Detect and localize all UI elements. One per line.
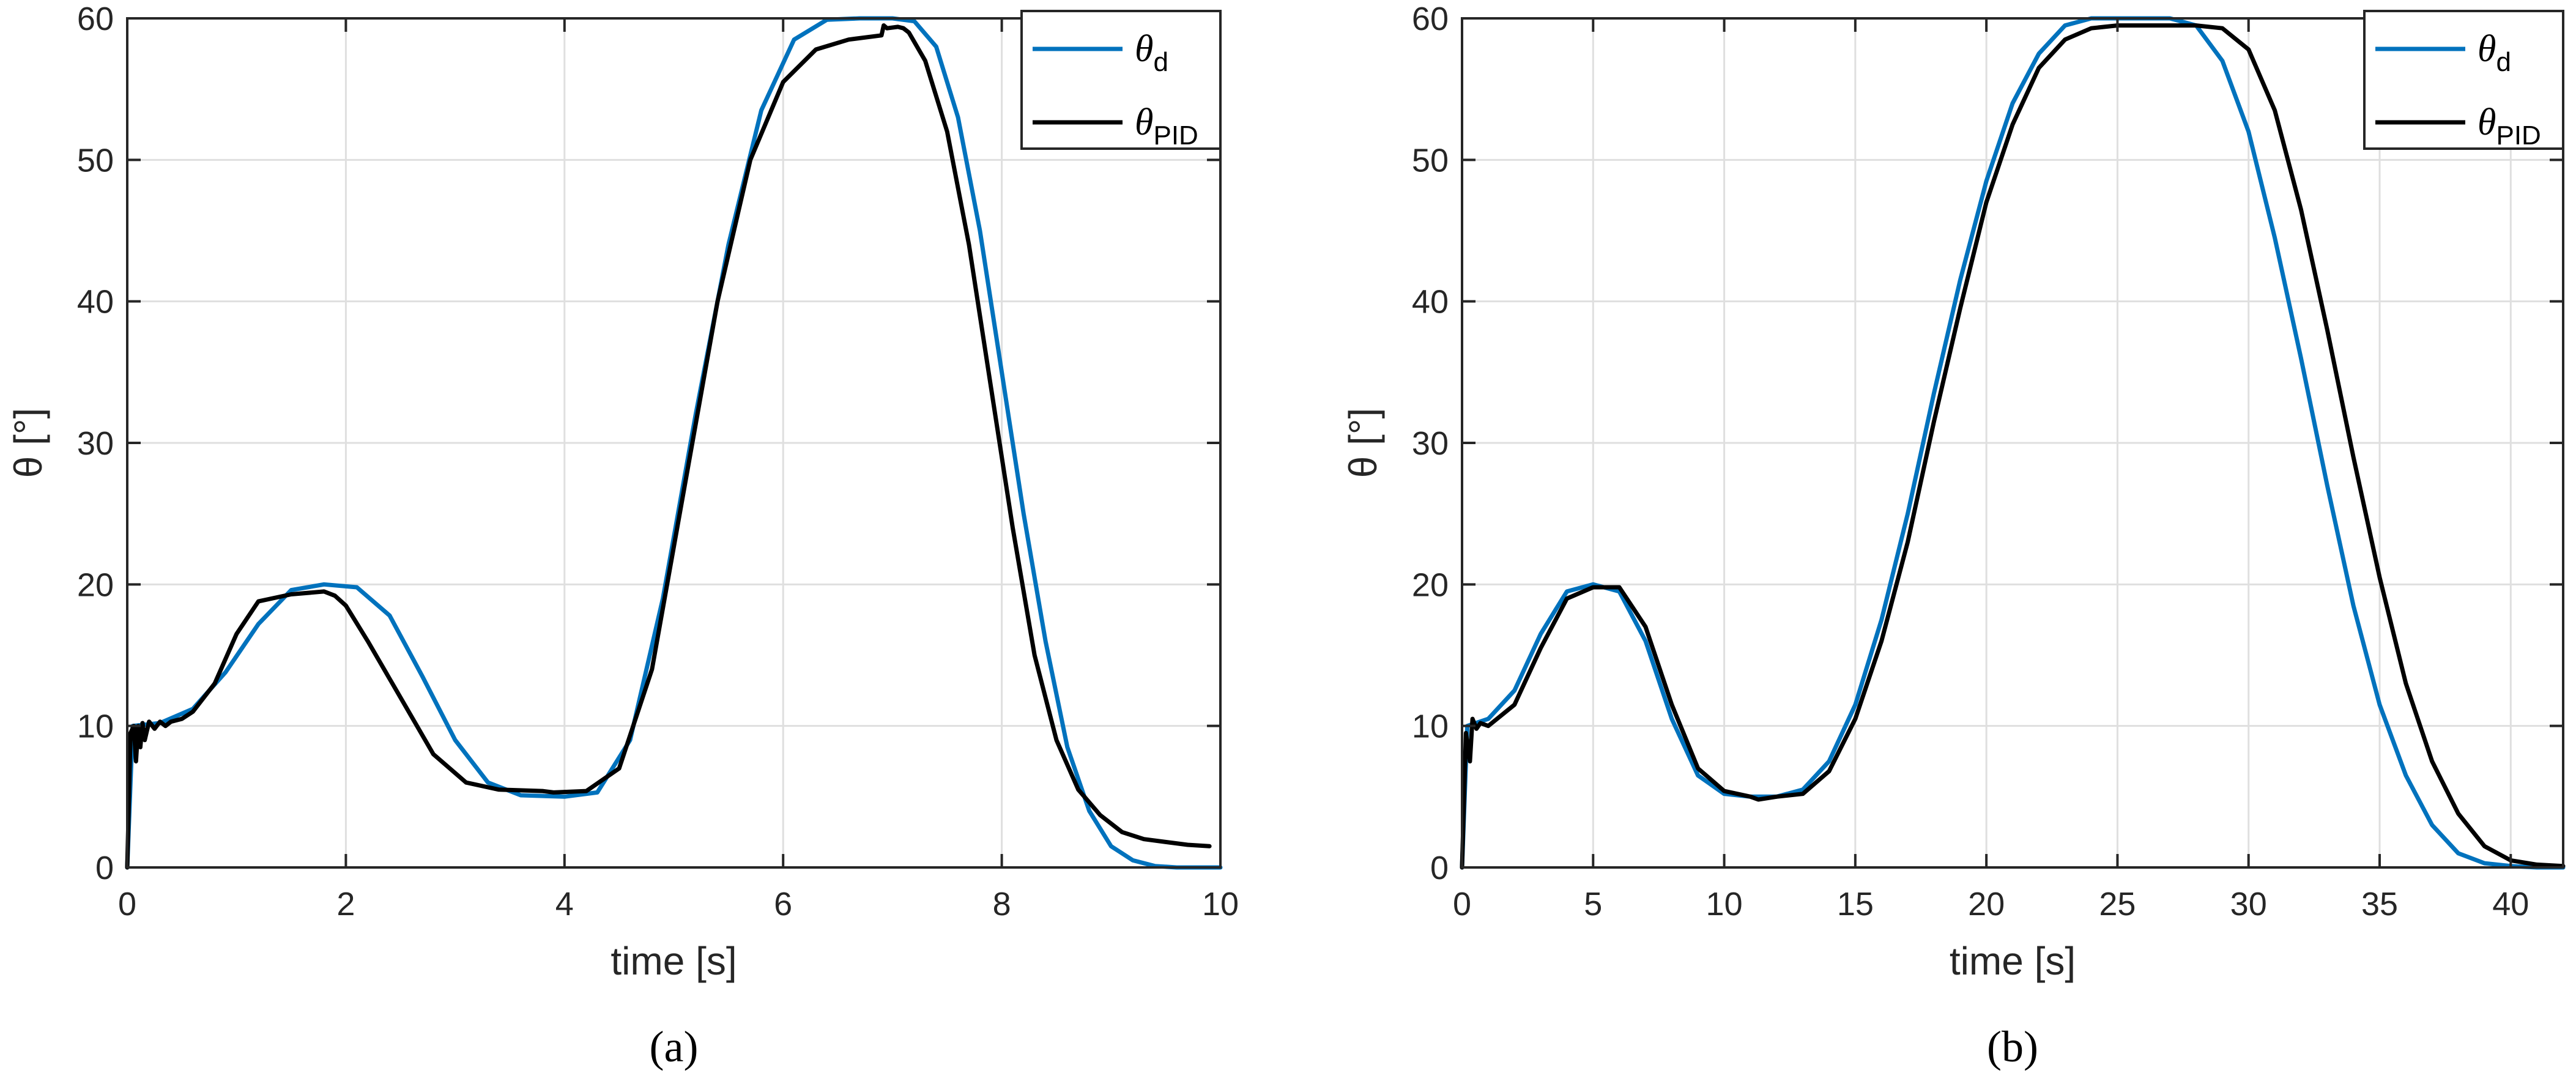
y-axis-label: θ [°]: [6, 408, 50, 478]
y-tick-label: 30: [1412, 425, 1449, 462]
series-line-theta-pid: [1460, 23, 2566, 870]
x-tick-label: 4: [555, 886, 574, 923]
series-line-theta-pid: [125, 23, 1212, 870]
legend-symbol: θ: [1135, 102, 1153, 143]
x-tick-label: 20: [1968, 886, 2005, 923]
x-tick-label: 8: [993, 886, 1011, 923]
panel-label: (b): [1987, 1022, 2038, 1071]
x-axis-label: time [s]: [1950, 939, 2076, 983]
x-tick-label: 40: [2492, 886, 2529, 923]
y-tick-label: 20: [77, 566, 114, 603]
legend-label-theta-d: θd: [1135, 28, 1168, 77]
y-tick-label: 60: [1412, 1, 1449, 37]
x-tick-label: 30: [2230, 886, 2267, 923]
legend-symbol: θ: [2478, 28, 2496, 70]
y-tick-label: 30: [77, 425, 114, 462]
legend-box: [2363, 10, 2564, 150]
panel-label: (a): [650, 1022, 699, 1071]
x-tick-label: 25: [2099, 886, 2136, 923]
x-tick-label: 15: [1837, 886, 1874, 923]
y-tick-label: 0: [95, 850, 114, 886]
y-tick-label: 10: [1412, 708, 1449, 745]
series-line-theta-d: [1460, 16, 2566, 870]
legend-subscript: PID: [2496, 121, 2541, 150]
x-tick-label: 0: [1453, 886, 1471, 923]
x-tick-label: 6: [774, 886, 792, 923]
legend-box: [1020, 10, 1222, 150]
legend-subscript: PID: [1153, 121, 1198, 150]
y-tick-label: 40: [77, 284, 114, 321]
chart-panel-b: 0 5 10 15 20 25 30 35 40 0 10 20 30 40 50 60 time [s] θ […: [1341, 1, 2566, 1071]
legend-label-theta-d: θd: [2478, 28, 2511, 77]
y-tick-label: 40: [1412, 284, 1449, 321]
legend-subscript: d: [2496, 47, 2511, 77]
x-tick-label: 5: [1584, 886, 1602, 923]
legend-symbol: θ: [1135, 28, 1153, 70]
y-axis-label: θ [°]: [1341, 408, 1385, 478]
legend-label-theta-pid: θPID: [1135, 102, 1198, 150]
y-tick-label: 20: [1412, 566, 1449, 603]
y-tick-label: 60: [77, 1, 114, 37]
x-tick-label: 10: [1706, 886, 1743, 923]
legend-subscript: d: [1153, 47, 1168, 77]
legend-symbol: θ: [2478, 102, 2496, 143]
x-tick-label: 35: [2361, 886, 2398, 923]
legend-label-theta-pid: θPID: [2478, 102, 2541, 150]
y-tick-label: 10: [77, 708, 114, 745]
y-tick-label: 0: [1430, 850, 1449, 886]
x-tick-label: 2: [336, 886, 355, 923]
y-tick-label: 50: [1412, 142, 1449, 179]
y-tick-label: 50: [77, 142, 114, 179]
x-axis-label: time [s]: [611, 939, 737, 983]
x-tick-label: 10: [1202, 886, 1239, 923]
x-tick-label: 0: [118, 886, 136, 923]
